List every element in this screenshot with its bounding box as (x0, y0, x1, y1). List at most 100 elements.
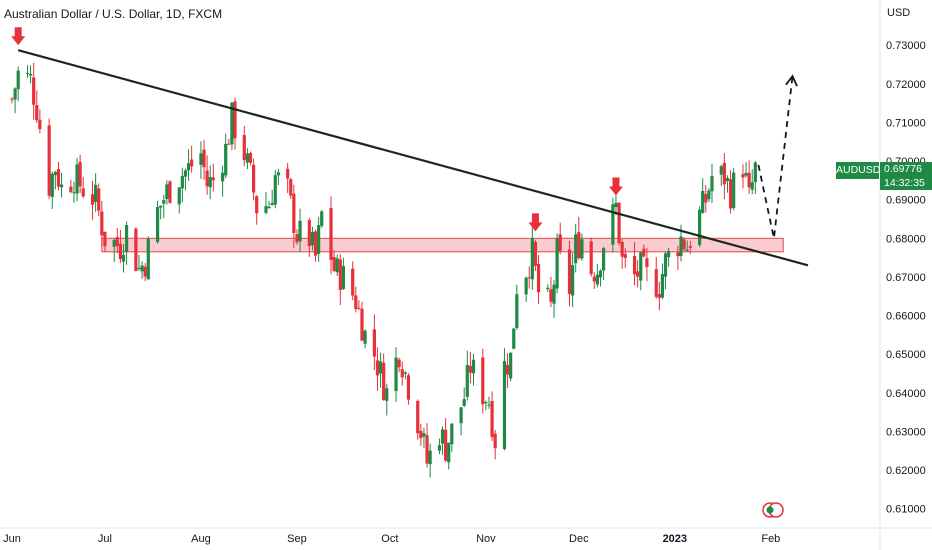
candle-up (94, 184, 98, 202)
price-tick-label: 0.64000 (886, 388, 926, 400)
candle-up (13, 88, 17, 100)
candle-up (162, 200, 166, 204)
down-arrow-marker (608, 177, 623, 196)
candle-down (589, 241, 593, 275)
time-tick-label: Sep (287, 533, 307, 545)
candle-down (741, 174, 745, 178)
candle-down (704, 193, 708, 203)
candle-down (78, 161, 82, 187)
candle-up (530, 238, 534, 280)
candle-down (307, 220, 311, 247)
down-arrow-marker (11, 27, 26, 46)
candle-down (527, 277, 531, 279)
candle-down (549, 289, 553, 302)
time-tick-label: Feb (761, 533, 780, 545)
candle-up (155, 206, 160, 243)
price-tick-label: 0.71000 (886, 117, 926, 129)
candle-down (632, 255, 637, 275)
candle-up (53, 172, 57, 176)
candle-down (657, 294, 661, 298)
candle-down (242, 135, 246, 161)
candle-up (574, 234, 578, 264)
chart-title: Australian Dollar / U.S. Dollar, 1D, FXC… (4, 7, 223, 21)
candle-up (555, 238, 559, 289)
price-tick-label: 0.72000 (886, 79, 926, 91)
candle-up (450, 423, 454, 445)
candle-down (533, 241, 538, 266)
candle-down (728, 179, 733, 209)
candle-up (595, 274, 599, 285)
candle-up (159, 205, 163, 208)
candle-up (230, 102, 234, 145)
events-icon (766, 506, 774, 514)
candle-up (524, 277, 528, 295)
candle-down (81, 188, 85, 197)
candle-up (428, 450, 432, 465)
candle-up (199, 153, 203, 165)
time-tick-label: Nov (476, 533, 496, 545)
candle-down (676, 252, 680, 257)
candle-down (406, 375, 411, 400)
candle-up (267, 206, 271, 209)
candle-up (177, 187, 181, 205)
candle-up (471, 359, 476, 374)
candle-up (394, 357, 398, 392)
candle-up (697, 209, 702, 245)
candle-down (382, 362, 386, 400)
candle-down (623, 253, 627, 258)
candle-down (419, 430, 423, 438)
candle-down (286, 168, 290, 179)
time-tick-label: Jun (3, 533, 21, 545)
candle-down (747, 172, 751, 188)
candle-up (719, 166, 723, 175)
candle-down (375, 360, 380, 376)
candle-up (663, 253, 668, 277)
candle-down (313, 231, 318, 256)
candle-up (273, 175, 277, 205)
price-tick-label: 0.73000 (886, 40, 926, 52)
candle-up (75, 164, 79, 194)
candle-down (481, 357, 485, 405)
candle-up (710, 176, 714, 192)
candle-down (688, 246, 692, 248)
candle-down (69, 186, 73, 193)
candle-down (400, 369, 404, 378)
candle-down (205, 170, 209, 187)
candle-up (317, 225, 321, 254)
candle-down (35, 105, 39, 121)
candle-down (357, 307, 361, 309)
time-tick-label: Aug (191, 533, 211, 545)
candle-up (245, 153, 249, 163)
candle-down (115, 237, 119, 247)
candle-down (329, 208, 333, 260)
candle-down (168, 181, 172, 203)
candle-up (137, 267, 141, 269)
price-tick-label: 0.67000 (886, 272, 926, 284)
candle-up (546, 287, 550, 290)
candle-up (611, 204, 615, 245)
time-tick-label: Oct (381, 533, 398, 545)
candle-down (233, 101, 237, 139)
candle-down (97, 188, 101, 211)
candle-up (685, 249, 689, 252)
price-tick-label: 0.69000 (886, 195, 926, 207)
candle-up (180, 176, 184, 189)
candle-down (642, 248, 646, 257)
price-tick-label: 0.62000 (886, 465, 926, 477)
candle-down (444, 429, 448, 461)
candle-up (121, 254, 126, 262)
candle-down (47, 125, 51, 196)
candle-up (208, 177, 212, 188)
candle-down (295, 234, 299, 243)
candle-up (679, 236, 683, 257)
descending-trendline (17, 49, 809, 267)
candle-down (211, 177, 215, 181)
candle-up (701, 190, 705, 213)
candle-up (112, 239, 116, 247)
candle-up (276, 172, 280, 176)
candle-up (16, 70, 20, 90)
candle-down (118, 243, 123, 260)
time-tick-label: Jul (98, 533, 112, 545)
